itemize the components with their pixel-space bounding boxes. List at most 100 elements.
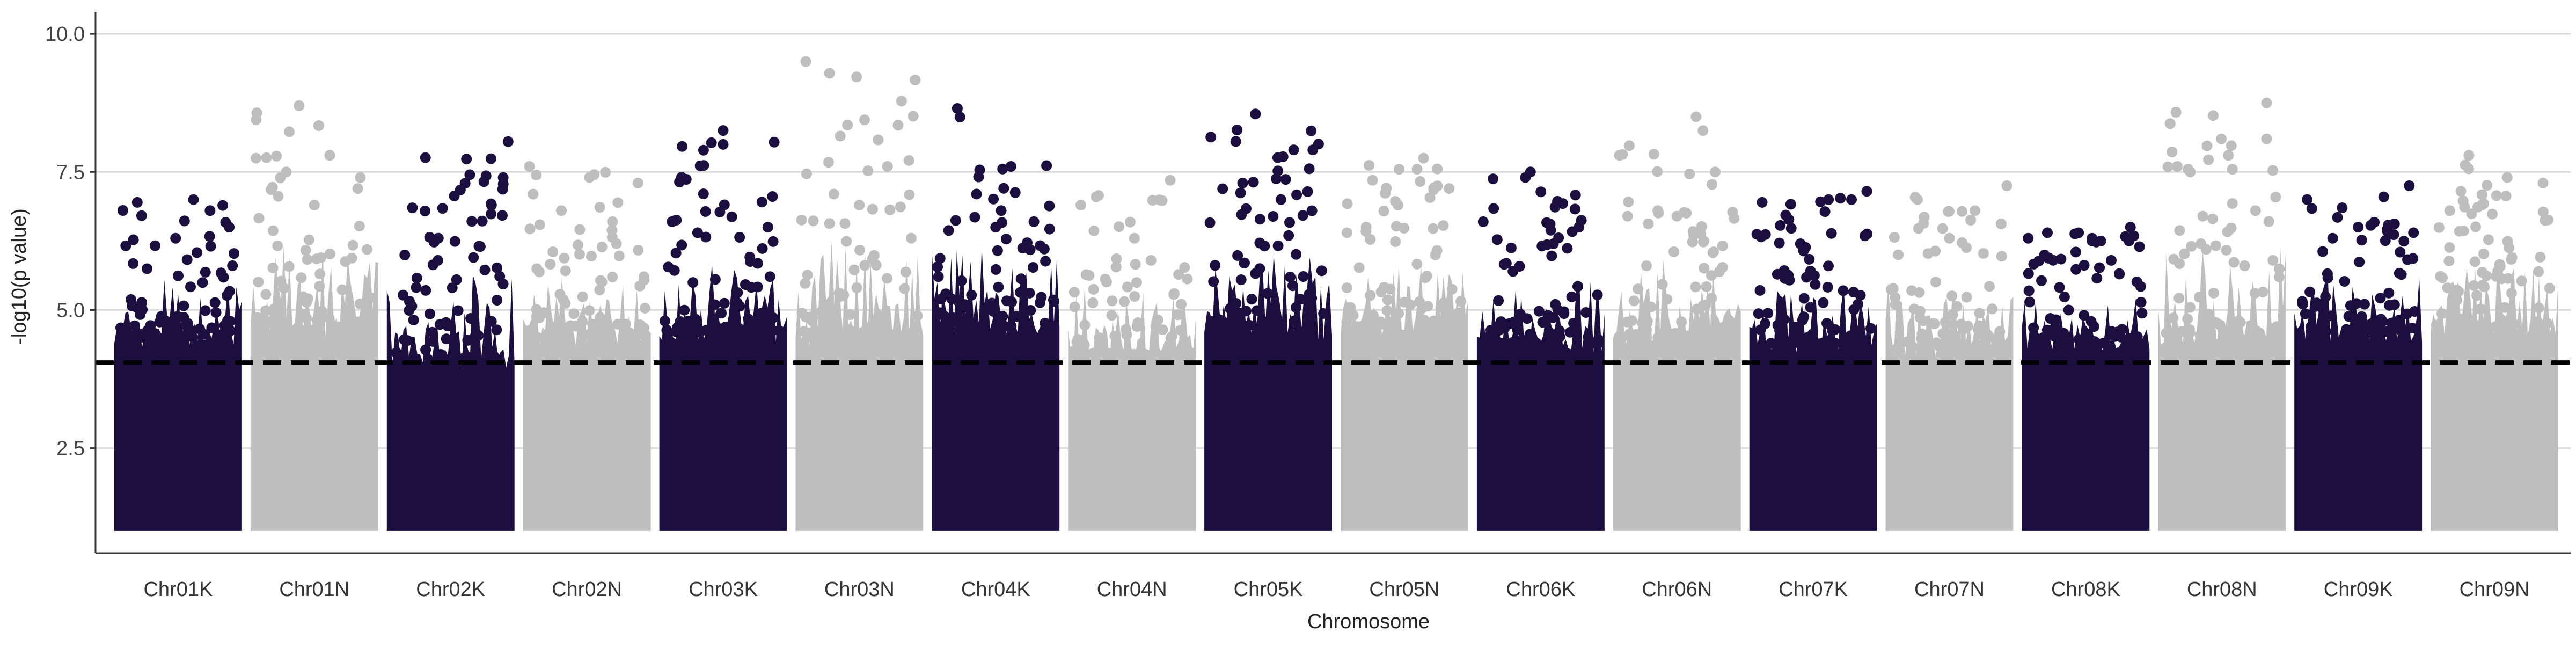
scatter-point bbox=[1701, 281, 1712, 292]
scatter-point bbox=[676, 239, 687, 251]
scatter-point bbox=[950, 215, 961, 226]
scatter-point bbox=[2263, 216, 2274, 227]
scatter-point bbox=[2471, 290, 2483, 301]
scatter-point bbox=[1702, 329, 1714, 340]
scatter-point bbox=[1755, 324, 1766, 336]
peak-point bbox=[632, 177, 643, 188]
scatter-point bbox=[260, 305, 272, 316]
scatter-point bbox=[752, 281, 763, 293]
scatter-point bbox=[1946, 290, 1958, 302]
dense-cloud bbox=[2431, 266, 2558, 531]
scatter-point bbox=[756, 197, 767, 208]
scatter-point bbox=[734, 301, 745, 312]
scatter-point bbox=[2023, 268, 2034, 279]
scatter-point bbox=[2504, 242, 2515, 253]
scatter-point bbox=[719, 297, 730, 309]
scatter-point bbox=[267, 225, 279, 236]
scatter-point bbox=[1779, 265, 1790, 276]
scatter-point bbox=[706, 137, 717, 148]
scatter-point bbox=[1785, 199, 1796, 210]
scatter-point bbox=[749, 325, 760, 337]
scatter-point bbox=[1173, 269, 1184, 280]
scatter-point bbox=[966, 289, 977, 301]
scatter-point bbox=[2136, 308, 2148, 319]
scatter-point bbox=[2482, 180, 2493, 191]
scatter-point bbox=[2210, 240, 2221, 251]
scatter-point bbox=[2063, 304, 2074, 316]
scatter-point bbox=[605, 331, 616, 342]
scatter-point bbox=[2506, 252, 2518, 263]
scatter-point bbox=[1514, 309, 1526, 320]
peak-point bbox=[1237, 177, 1248, 188]
scatter-point bbox=[2234, 332, 2245, 343]
scatter-point bbox=[1122, 281, 1133, 293]
scatter-point bbox=[1431, 245, 1443, 256]
scatter-point bbox=[251, 152, 261, 164]
scatter-point bbox=[1512, 324, 1523, 335]
scatter-point bbox=[1345, 302, 1356, 313]
scatter-point bbox=[1393, 308, 1404, 319]
scatter-point bbox=[1546, 250, 1557, 261]
scatter-point bbox=[990, 264, 1001, 275]
scatter-point bbox=[2216, 133, 2227, 144]
scatter-point bbox=[2535, 251, 2546, 263]
scatter-point bbox=[639, 274, 650, 286]
scatter-point bbox=[842, 119, 853, 130]
scatter-point bbox=[726, 211, 737, 222]
scatter-point bbox=[2024, 296, 2036, 308]
scatter-point bbox=[851, 71, 862, 83]
scatter-point bbox=[283, 261, 295, 272]
chromosome-cloud-chr05k bbox=[1204, 125, 1332, 531]
scatter-point bbox=[757, 243, 768, 254]
peak-point bbox=[407, 202, 418, 214]
scatter-point bbox=[1283, 230, 1294, 241]
scatter-point bbox=[1295, 294, 1306, 305]
scatter-point bbox=[1961, 340, 1972, 351]
scatter-point bbox=[1386, 321, 1397, 332]
scatter-point bbox=[2386, 317, 2397, 329]
scatter-point bbox=[1493, 295, 1504, 306]
scatter-point bbox=[1491, 234, 1503, 245]
scatter-point bbox=[465, 313, 477, 324]
scatter-point bbox=[2499, 302, 2511, 313]
scatter-point bbox=[1116, 348, 1127, 359]
scatter-point bbox=[145, 332, 156, 343]
scatter-point bbox=[1405, 299, 1416, 310]
scatter-point bbox=[420, 344, 431, 355]
scatter-point bbox=[1302, 186, 1313, 197]
scatter-point bbox=[399, 249, 411, 260]
scatter-point bbox=[2408, 227, 2419, 238]
scatter-point bbox=[1668, 246, 1679, 257]
scatter-point bbox=[315, 252, 326, 263]
scatter-point bbox=[2164, 118, 2176, 129]
scatter-point bbox=[425, 308, 435, 319]
scatter-point bbox=[2094, 262, 2105, 273]
scatter-point bbox=[1550, 299, 1561, 310]
scatter-point bbox=[1243, 319, 1255, 331]
scatter-point bbox=[1268, 211, 1279, 222]
scatter-point bbox=[2235, 317, 2246, 328]
scatter-point bbox=[150, 240, 160, 251]
scatter-point bbox=[1175, 325, 1186, 336]
scatter-point bbox=[1531, 337, 1542, 348]
scatter-point bbox=[2184, 302, 2196, 313]
scatter-point bbox=[2095, 235, 2106, 246]
peak-point bbox=[854, 200, 865, 210]
scatter-point bbox=[594, 285, 605, 296]
scatter-point bbox=[756, 308, 767, 319]
peak-point bbox=[952, 103, 963, 114]
scatter-point bbox=[2226, 140, 2237, 151]
scatter-point bbox=[2028, 322, 2039, 333]
scatter-point bbox=[1485, 324, 1496, 336]
scatter-point bbox=[1501, 258, 1512, 269]
scatter-point bbox=[2098, 338, 2109, 348]
peak-point bbox=[1028, 216, 1040, 227]
scatter-point bbox=[1545, 336, 1556, 347]
scatter-point bbox=[272, 240, 283, 251]
x-tick-label: Chr08K bbox=[2051, 578, 2120, 601]
peak-point bbox=[1075, 200, 1086, 210]
x-tick-label: Chr05N bbox=[1369, 578, 1439, 601]
scatter-point bbox=[1424, 192, 1436, 203]
scatter-point bbox=[1995, 219, 2007, 229]
scatter-point bbox=[1762, 308, 1774, 319]
